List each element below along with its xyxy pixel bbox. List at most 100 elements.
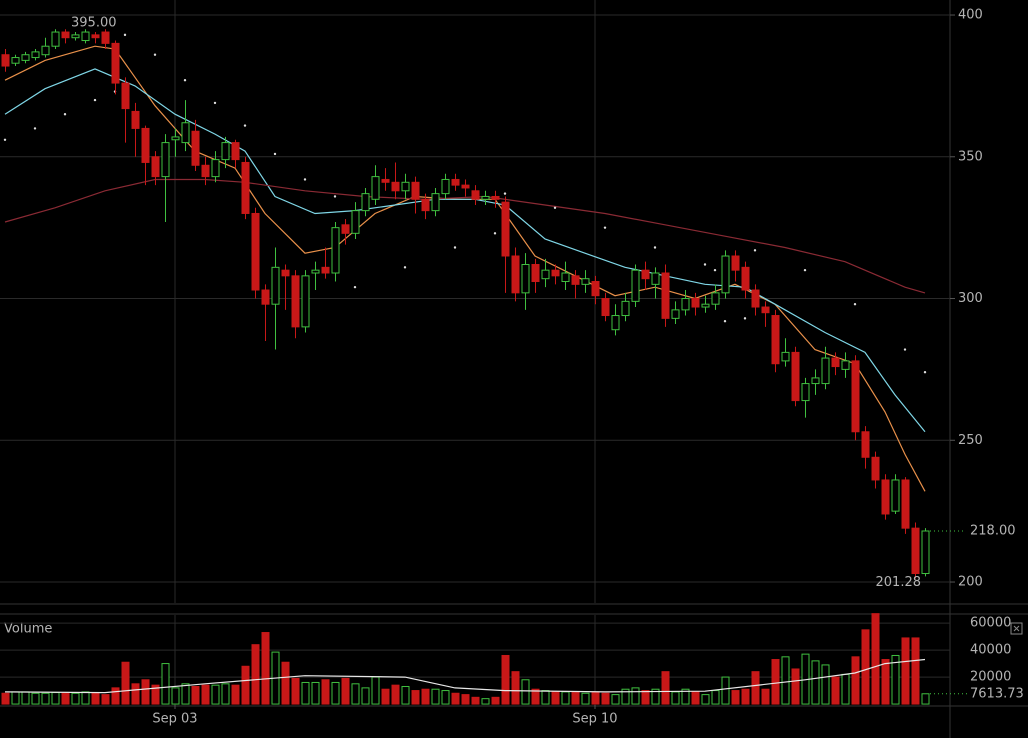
volume-bar [171,687,180,705]
candle-body [341,224,350,234]
volume-bar [421,688,430,705]
sar-dot [723,320,727,323]
candle-body [111,42,120,84]
candle-body [61,31,70,39]
volume-bar [341,677,350,705]
candle-body [211,159,220,178]
close-box[interactable] [1010,622,1023,635]
candle-body [311,269,320,274]
candle-body [321,266,330,274]
sar-dot [123,33,127,37]
sar-dot [753,249,757,252]
volume-bar [921,693,930,705]
volume-bar [131,683,140,705]
candle-body [641,269,650,280]
volume-bar [491,696,500,705]
candle-body [531,264,540,283]
candle-body [851,360,860,433]
volume-bar [631,687,640,705]
close-icon[interactable] [1013,625,1020,632]
last-volume-label: 7613.73 [970,686,1024,701]
candle-body [601,298,610,317]
candle-body [791,351,800,402]
volume-bar [761,688,770,705]
candle-body [451,178,460,186]
candle-body [361,193,370,212]
candle-body [881,479,890,515]
sar-dot [903,348,907,351]
candle-body [821,357,830,385]
volume-bar [481,698,490,705]
y-tick-label: 250 [958,433,983,448]
sar-dot [303,178,307,181]
volume-bar [221,683,230,705]
volume-bar [211,684,220,705]
volume-bar [571,691,580,705]
candle-body [141,127,150,163]
candle-body [441,178,450,195]
indicator-line [4,178,926,294]
volume-bar [511,671,520,705]
sar-dot [243,124,247,127]
volume-bar [911,637,920,705]
candle-body [521,264,530,294]
volume-bar [611,694,620,705]
volume-bar [121,661,130,705]
last-price-label: 218.00 [970,523,1016,538]
candle-body [1,54,10,67]
volume-bar [731,690,740,705]
candle-body [831,357,840,368]
volume-bar [201,684,210,705]
candle-body [251,212,260,291]
volume-bar [311,681,320,705]
candle-body [631,269,640,302]
candle-body [391,181,400,192]
volume-bar [141,679,150,705]
sar-dot [63,113,67,116]
sar-dot [803,268,807,272]
volume-bar [671,691,680,705]
volume-bar [71,692,80,705]
volume-bar [701,694,710,705]
candle-body [421,198,430,212]
x-tick-label: Sep 03 [152,712,197,727]
candle-body [701,303,710,308]
volume-bar [541,690,550,705]
volume-bar [441,690,450,705]
volume-bar [591,691,600,705]
candle-body [431,193,440,212]
candle-body [411,181,420,200]
volume-bar [561,691,570,705]
volume-bar [741,688,750,705]
sar-dot [213,101,217,105]
candle-body [901,479,910,529]
candle-body [721,255,730,294]
sar-dot [353,285,357,289]
sar-dot [33,127,37,130]
candle-body [371,176,380,200]
close-button[interactable] [1010,622,1023,635]
candle-body [161,142,170,178]
volume-bar [321,679,330,705]
candle-body [221,142,230,161]
sar-dot [603,226,607,229]
sar-dot [703,263,707,266]
volume-bar [1,692,10,705]
volume-bar [851,656,860,705]
candle-body [401,181,410,192]
volume-bar [531,688,540,705]
candle-body [331,227,340,274]
candle-body [31,51,40,59]
volume-bar [581,692,590,705]
volume-bar [861,629,870,705]
volume-bar [61,692,70,705]
candle-body [301,275,310,328]
candle-body [571,275,580,285]
candle-body [181,122,190,144]
volume-bar [451,692,460,705]
y-tick-label: 200 [958,575,983,590]
volume-bar [841,673,850,705]
candle-body [81,31,90,42]
volume-bar [721,676,730,705]
volume-bar [81,691,90,705]
